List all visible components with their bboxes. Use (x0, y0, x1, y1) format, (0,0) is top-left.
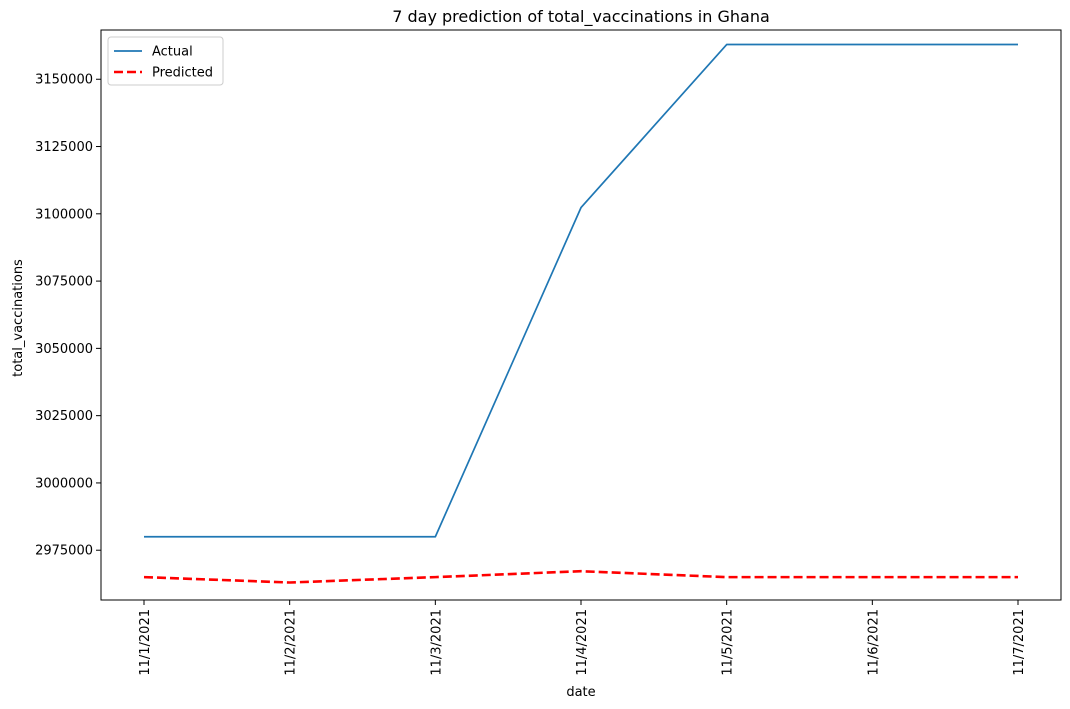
x-tick-label: 11/2/2021 (284, 609, 299, 676)
y-tick-label: 3025000 (35, 409, 93, 424)
x-tick-label: 11/7/2021 (1012, 609, 1027, 676)
legend: Actual Predicted (107, 36, 224, 86)
y-tick-label: 3000000 (35, 476, 93, 491)
x-tick-label: 11/5/2021 (721, 609, 736, 676)
x-axis-title: date (566, 685, 595, 700)
y-tick-label: 3150000 (35, 73, 93, 88)
legend-box (107, 36, 224, 86)
x-tick-label: 11/6/2021 (866, 609, 881, 676)
x-axis: 11/1/2021 11/2/2021 11/3/2021 11/4/2021 11/5… (138, 600, 1027, 676)
y-tick-label: 3100000 (35, 207, 93, 222)
plot-frame (100, 29, 1062, 601)
y-axis: 2975000 3000000 3025000 3050000 3075000 31000… (35, 73, 101, 559)
y-tick-label: 3075000 (35, 275, 93, 290)
legend-label-predicted: Predicted (152, 66, 213, 81)
x-tick-label: 11/1/2021 (138, 609, 153, 676)
y-axis-title: total_vaccinations (11, 259, 26, 377)
plot-area (100, 29, 1062, 601)
y-tick-label: 3050000 (35, 342, 93, 357)
x-tick-label: 11/3/2021 (429, 609, 444, 676)
y-tick-label: 3125000 (35, 140, 93, 155)
x-tick-label: 11/4/2021 (575, 609, 590, 676)
legend-label-actual: Actual (152, 45, 193, 60)
series-line-actual (144, 43, 1018, 538)
series-line-predicted (143, 569, 1018, 584)
y-tick-label: 2975000 (35, 544, 93, 559)
chart-title: 7 day prediction of total_vaccinations i… (392, 7, 770, 27)
series-layer (143, 43, 1019, 584)
